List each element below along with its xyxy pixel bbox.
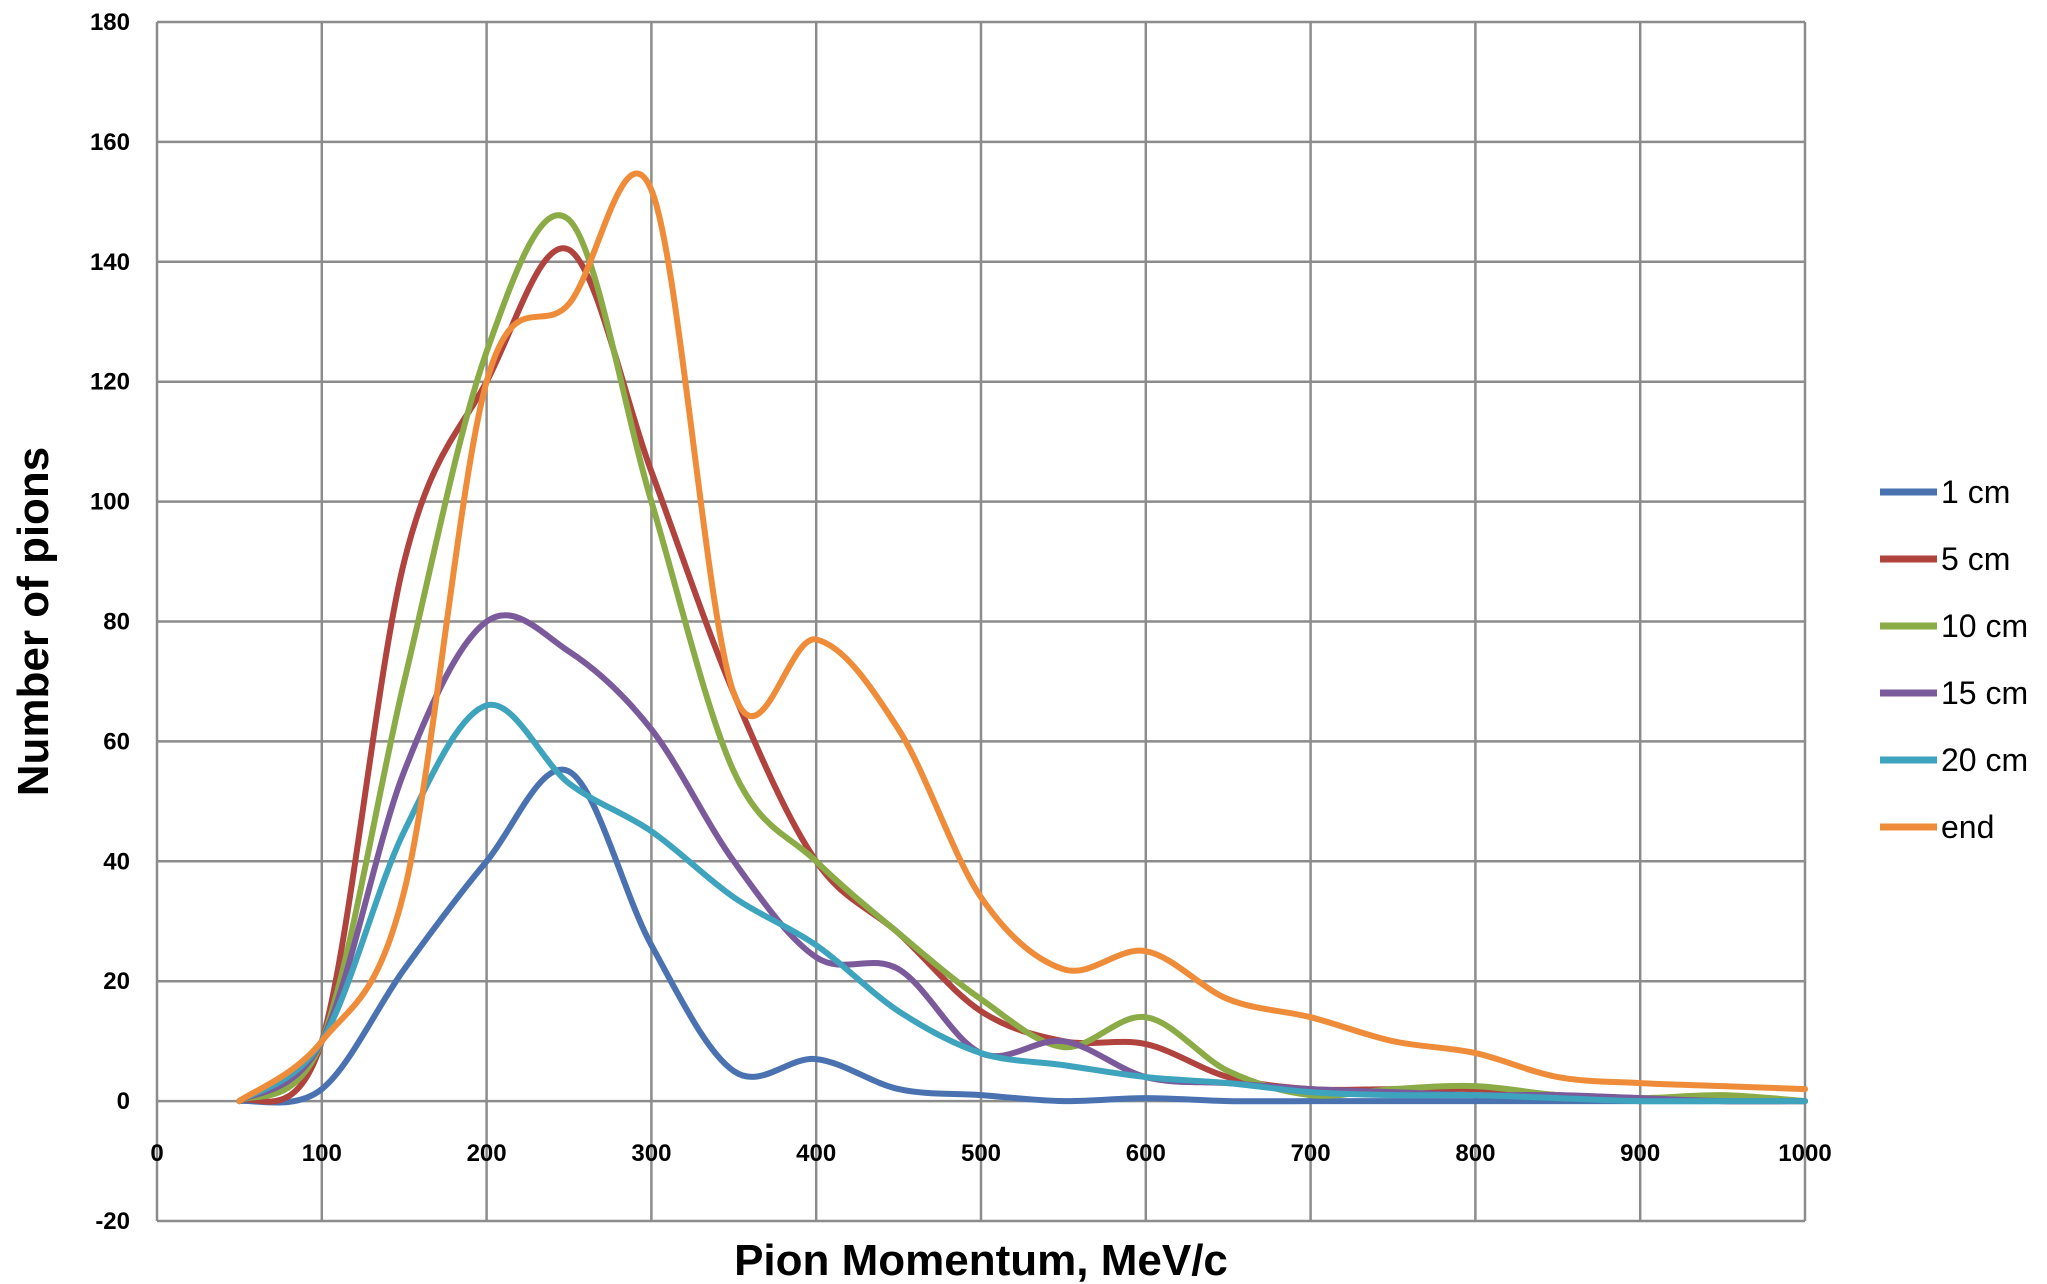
x-tick-label: 800 <box>1455 1140 1495 1167</box>
y-tick-label: 140 <box>90 249 130 276</box>
legend-label: 20 cm <box>1941 742 2028 778</box>
series-line-1-cm <box>236 766 1808 1106</box>
y-tick-label: 0 <box>117 1088 130 1115</box>
y-tick-label: 120 <box>90 369 130 396</box>
series-line-5-cm <box>236 245 1808 1105</box>
x-tick-label: 100 <box>302 1140 342 1167</box>
y-tick-label: 40 <box>103 848 130 875</box>
y-tick-label: 80 <box>103 609 130 636</box>
x-tick-label: 200 <box>467 1140 507 1167</box>
y-tick-labels: -20 0 20 40 60 80 100 120 140 160 180 <box>90 9 130 1235</box>
series-line-10-cm <box>236 212 1808 1105</box>
y-axis-title: Number of pions <box>9 447 58 797</box>
legend-item: end <box>1880 809 1994 845</box>
legend-label: 5 cm <box>1941 541 2010 577</box>
legend-item: 10 cm <box>1880 608 2028 644</box>
x-tick-label: 500 <box>961 1140 1001 1167</box>
y-tick-label: 20 <box>103 968 130 995</box>
x-tick-label: 900 <box>1620 1140 1660 1167</box>
y-tick-label: 100 <box>90 489 130 516</box>
grid-lines <box>155 20 1807 1223</box>
x-tick-label: 700 <box>1291 1140 1331 1167</box>
legend: 1 cm 5 cm 10 cm 15 cm 20 cm end <box>1880 474 2028 845</box>
legend-label: end <box>1941 809 1994 845</box>
x-tick-label: 0 <box>150 1140 163 1167</box>
legend-label: 15 cm <box>1941 675 2028 711</box>
y-tick-label: 160 <box>90 129 130 156</box>
y-tick-label: 180 <box>90 9 130 36</box>
x-axis-title: Pion Momentum, MeV/c <box>734 1236 1228 1284</box>
y-tick-label: 60 <box>103 728 130 755</box>
x-tick-label: 400 <box>796 1140 836 1167</box>
x-tick-label: 300 <box>631 1140 671 1167</box>
x-tick-labels: 0 100 200 300 400 500 600 700 800 900 1000 <box>150 1140 1831 1167</box>
legend-item: 20 cm <box>1880 742 2028 778</box>
legend-label: 10 cm <box>1941 608 2028 644</box>
series-line-end <box>236 170 1808 1105</box>
legend-item: 1 cm <box>1880 474 2010 510</box>
legend-label: 1 cm <box>1941 474 2010 510</box>
x-tick-label: 1000 <box>1778 1140 1831 1167</box>
series-line-20-cm <box>236 701 1808 1105</box>
y-tick-label: -20 <box>95 1208 130 1235</box>
legend-item: 15 cm <box>1880 675 2028 711</box>
x-tick-label: 600 <box>1126 1140 1166 1167</box>
series-lines <box>236 170 1808 1106</box>
legend-item: 5 cm <box>1880 541 2010 577</box>
